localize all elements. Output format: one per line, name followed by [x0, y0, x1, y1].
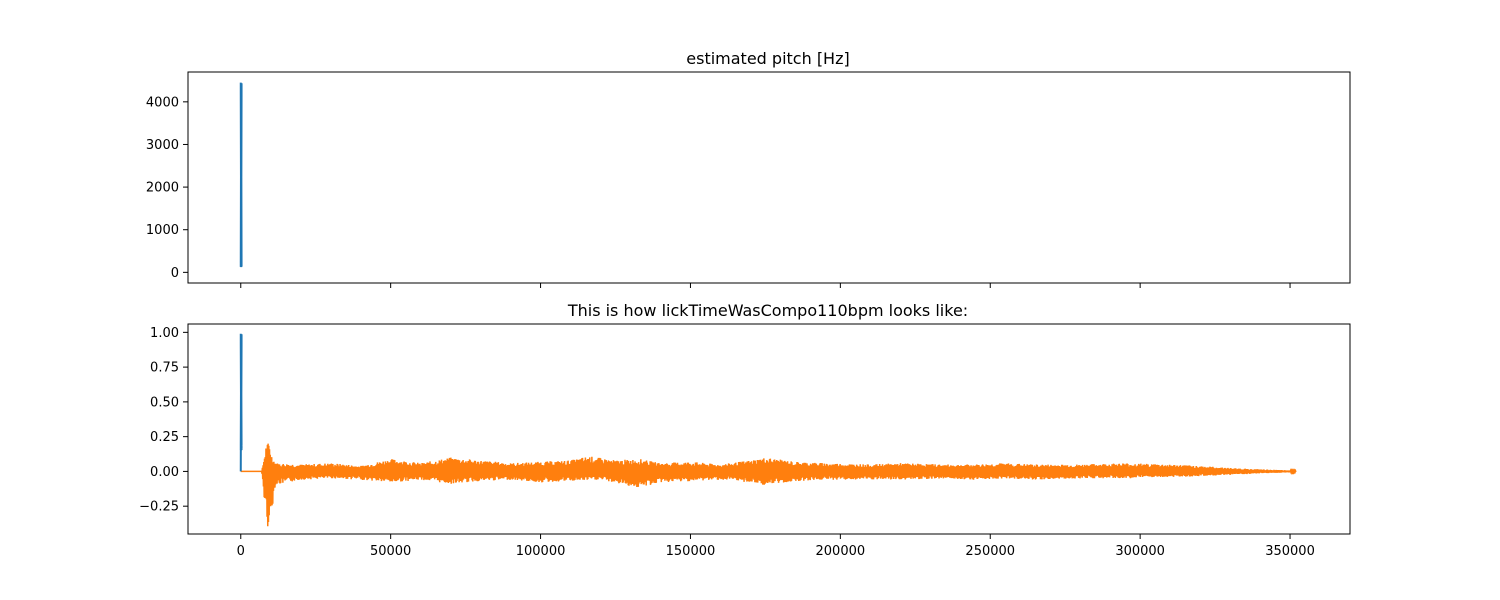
- axes-top-title: estimated pitch [Hz]: [686, 49, 849, 68]
- axes-bottom-title: This is how lickTimeWasCompo110bpm looks…: [567, 301, 968, 320]
- pitch-series-line: [239, 82, 243, 268]
- y-tick-label: 0.25: [150, 430, 179, 445]
- x-tick-label: 350000: [1265, 544, 1315, 559]
- x-tick-label: 200000: [816, 544, 866, 559]
- y-tick-label: 2000: [146, 181, 179, 196]
- x-tick-label: 250000: [965, 544, 1015, 559]
- y-tick-label: −0.25: [139, 500, 179, 515]
- y-tick-label: 0.00: [150, 465, 179, 480]
- axes-top-frame: [187, 71, 1351, 284]
- x-tick-label: 150000: [666, 544, 716, 559]
- y-tick-label: 0.50: [150, 395, 179, 410]
- axes-top-ticks: 0 1000 2000 3000 4000: [146, 95, 1291, 288]
- axes-bottom-plot: [239, 333, 1297, 527]
- y-tick-label: 1000: [146, 223, 179, 238]
- y-tick-label: 0: [171, 266, 179, 281]
- x-tick-label: 300000: [1115, 544, 1165, 559]
- waveform-series-line: [240, 443, 1297, 527]
- axes-top-pitch: estimated pitch [Hz] 0 1000 2000 3000 4000: [146, 49, 1351, 288]
- y-tick-label: 3000: [146, 138, 179, 153]
- axes-top-plot: [239, 82, 243, 268]
- axes-bottom-frame: [187, 323, 1351, 535]
- x-tick-label: 0: [237, 544, 245, 559]
- x-tick-label: 50000: [370, 544, 411, 559]
- y-tick-label: 4000: [146, 95, 179, 110]
- y-tick-label: 1.00: [150, 326, 179, 341]
- x-tick-label: 100000: [516, 544, 566, 559]
- y-tick-label: 0.75: [150, 361, 179, 376]
- axes-bottom-waveform: This is how lickTimeWasCompo110bpm looks…: [139, 301, 1351, 559]
- normalized-pitch-series-line: [239, 333, 243, 472]
- axes-bottom-ticks: 0 50000 100000 150000 200000 250000 300000 3500…: [139, 326, 1315, 559]
